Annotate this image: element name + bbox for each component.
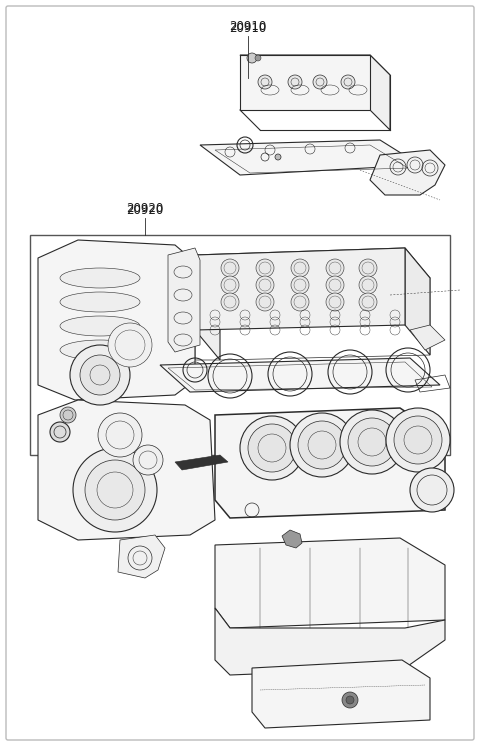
- Polygon shape: [282, 530, 302, 548]
- Circle shape: [133, 445, 163, 475]
- Bar: [30, 235, 450, 455]
- Circle shape: [313, 75, 327, 89]
- Circle shape: [288, 75, 302, 89]
- Polygon shape: [195, 248, 430, 285]
- Polygon shape: [118, 535, 165, 578]
- Circle shape: [256, 259, 274, 277]
- Circle shape: [221, 276, 239, 294]
- Circle shape: [256, 293, 274, 311]
- Circle shape: [291, 293, 309, 311]
- Circle shape: [359, 259, 377, 277]
- Text: 20920: 20920: [126, 201, 164, 215]
- Polygon shape: [252, 660, 430, 728]
- Circle shape: [346, 696, 354, 704]
- Polygon shape: [200, 140, 420, 175]
- Circle shape: [85, 460, 145, 520]
- Polygon shape: [38, 400, 215, 540]
- Circle shape: [240, 416, 304, 480]
- Circle shape: [290, 413, 354, 477]
- Text: 20910: 20910: [229, 19, 266, 33]
- Circle shape: [256, 276, 274, 294]
- Polygon shape: [160, 358, 440, 392]
- Polygon shape: [410, 325, 445, 350]
- Circle shape: [255, 55, 261, 61]
- Circle shape: [221, 259, 239, 277]
- Circle shape: [359, 293, 377, 311]
- Circle shape: [359, 276, 377, 294]
- Ellipse shape: [60, 340, 140, 360]
- Circle shape: [108, 323, 152, 367]
- Circle shape: [73, 448, 157, 532]
- Circle shape: [394, 416, 442, 464]
- Polygon shape: [240, 55, 390, 75]
- Text: 20910: 20910: [229, 22, 266, 34]
- Polygon shape: [240, 55, 370, 110]
- Circle shape: [291, 259, 309, 277]
- Polygon shape: [38, 240, 195, 400]
- Polygon shape: [195, 255, 220, 360]
- Circle shape: [326, 293, 344, 311]
- Polygon shape: [215, 408, 445, 518]
- Circle shape: [80, 355, 120, 395]
- Circle shape: [326, 259, 344, 277]
- Ellipse shape: [60, 268, 140, 288]
- Circle shape: [298, 421, 346, 469]
- Circle shape: [341, 75, 355, 89]
- Text: 20920: 20920: [126, 204, 164, 216]
- Circle shape: [98, 413, 142, 457]
- Polygon shape: [215, 538, 445, 628]
- Circle shape: [258, 75, 272, 89]
- Circle shape: [348, 418, 396, 466]
- Circle shape: [247, 53, 257, 63]
- Circle shape: [291, 276, 309, 294]
- Circle shape: [50, 422, 70, 442]
- Polygon shape: [168, 248, 200, 352]
- Polygon shape: [195, 248, 405, 330]
- Circle shape: [340, 410, 404, 474]
- Polygon shape: [370, 55, 390, 130]
- Circle shape: [60, 407, 76, 423]
- Polygon shape: [405, 248, 430, 355]
- Circle shape: [326, 276, 344, 294]
- Polygon shape: [215, 608, 445, 675]
- Circle shape: [248, 424, 296, 472]
- Circle shape: [386, 408, 450, 472]
- Polygon shape: [175, 455, 228, 470]
- Circle shape: [70, 345, 130, 405]
- Polygon shape: [370, 150, 445, 195]
- Ellipse shape: [60, 292, 140, 312]
- Ellipse shape: [60, 316, 140, 336]
- Circle shape: [275, 154, 281, 160]
- Circle shape: [410, 468, 454, 512]
- Circle shape: [342, 692, 358, 708]
- Circle shape: [221, 293, 239, 311]
